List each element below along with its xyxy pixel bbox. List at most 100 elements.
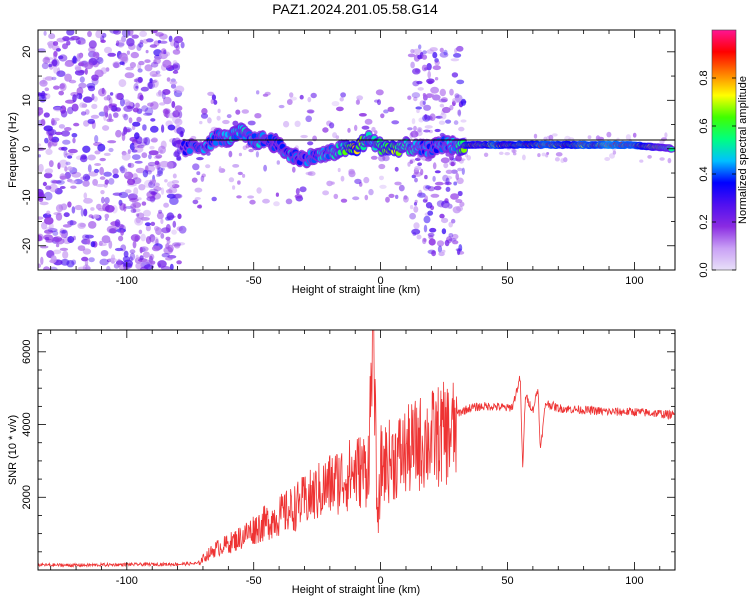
noise-blob (141, 258, 150, 264)
noise-blob (72, 137, 76, 144)
noise-blob (166, 212, 175, 221)
noise-blob (295, 188, 300, 195)
x-tick-label: 0 (378, 575, 384, 587)
noise-blob (115, 92, 123, 100)
noise-blob (121, 30, 131, 38)
noise-blob (137, 76, 143, 83)
noise-blob (430, 193, 440, 198)
noise-blob (145, 236, 152, 245)
noise-blob (52, 41, 59, 46)
noise-blob (157, 170, 163, 177)
noise-blob (65, 161, 71, 166)
bottom-y-axis: 2000 4000 6000 (21, 333, 675, 553)
noise-blob (179, 131, 184, 138)
noise-blob (44, 137, 49, 144)
noise-blob (439, 88, 446, 97)
noise-blob (129, 249, 136, 254)
noise-blob (247, 120, 256, 126)
noise-blob (228, 177, 235, 183)
noise-blob (161, 124, 165, 133)
colorbar-frame (711, 29, 737, 271)
noise-blob (144, 179, 153, 188)
noise-blob (248, 148, 254, 153)
noise-blob (121, 152, 131, 161)
noise-blob (63, 212, 70, 218)
noise-blob (45, 226, 54, 231)
noise-blob (162, 89, 171, 95)
noise-blob (218, 166, 222, 173)
noise-blob (432, 65, 441, 71)
noise-blob (414, 165, 422, 171)
noise-blob (88, 40, 97, 49)
noise-blob (155, 70, 161, 75)
noise-blob (154, 160, 160, 165)
noise-blob (67, 106, 74, 115)
noise-blob (358, 113, 367, 117)
noise-blob (70, 185, 77, 189)
noise-blob (141, 105, 149, 112)
noise-blob (53, 106, 63, 112)
noise-blob (41, 62, 49, 70)
noise-blob (171, 180, 180, 184)
noise-blob (451, 218, 456, 224)
noise-blob (440, 157, 450, 164)
noise-blob (51, 180, 62, 184)
top-plot-frame (37, 29, 676, 271)
noise-blob (329, 122, 335, 129)
noise-blob (207, 91, 215, 96)
noise-blob (456, 45, 464, 52)
noise-blob (148, 150, 159, 156)
noise-blob (77, 53, 83, 59)
noise-blob (326, 180, 333, 187)
noise-blob (126, 105, 132, 110)
noise-blob (431, 250, 436, 257)
noise-blob (95, 30, 103, 39)
noise-blob (432, 94, 441, 101)
noise-blob (96, 203, 102, 210)
noise-blob (138, 184, 146, 191)
noise-blob (48, 160, 54, 168)
noise-blob (38, 216, 44, 220)
noise-blob (64, 127, 72, 131)
noise-blob (44, 216, 54, 225)
noise-blob (364, 194, 369, 201)
noise-blob (422, 50, 427, 55)
noise-blob (407, 161, 411, 167)
noise-blob (81, 256, 89, 262)
noise-blob (118, 79, 127, 88)
noise-blob (255, 151, 259, 158)
noise-blob (64, 166, 68, 172)
noise-blob (533, 133, 538, 139)
noise-blob (62, 36, 70, 42)
noise-blob (150, 221, 156, 226)
noise-blob (543, 136, 548, 142)
noise-blob (100, 250, 109, 257)
noise-blob (432, 51, 438, 59)
noise-blob (82, 173, 91, 182)
noise-blob (427, 186, 435, 192)
top-x-axis: -100 -50 0 50 100 (50, 30, 661, 287)
noise-blob (84, 234, 94, 239)
noise-blob (145, 224, 151, 232)
noise-blob (563, 157, 568, 163)
noise-blob (137, 197, 142, 201)
noise-blob (152, 179, 157, 184)
noise-blob (96, 57, 104, 64)
bottom-x-axis: -100 -50 0 50 100 (50, 330, 661, 587)
noise-blob (380, 113, 385, 119)
noise-blob (196, 157, 204, 161)
noise-blob (56, 179, 65, 185)
noise-blob (52, 249, 62, 255)
noise-blob (48, 63, 53, 68)
ridge-core (668, 147, 675, 152)
noise-blob (98, 240, 103, 246)
noise-blob (53, 105, 63, 111)
colorbar-tick-label: 0.4 (698, 166, 710, 181)
x-tick-label: 0 (378, 275, 384, 287)
noise-blob (171, 101, 176, 108)
noise-blob (87, 164, 92, 173)
noise-blob (132, 177, 142, 185)
noise-blob (107, 140, 117, 144)
noise-blob (129, 252, 136, 261)
noise-blob (43, 172, 53, 179)
